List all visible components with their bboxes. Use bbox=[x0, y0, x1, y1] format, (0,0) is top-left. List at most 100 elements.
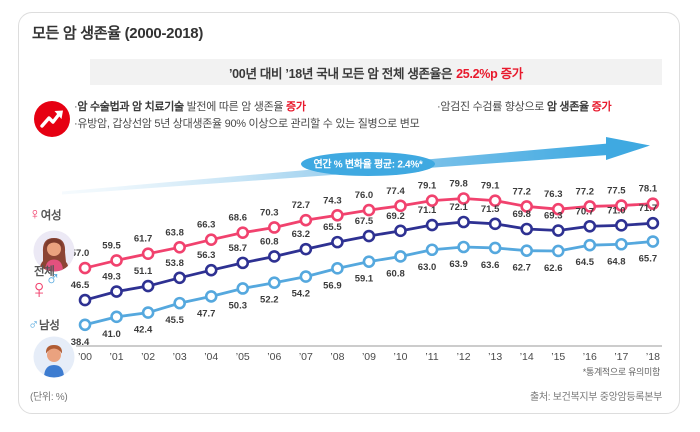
data-label-여성: 76.0 bbox=[355, 190, 374, 201]
data-label-여성: 63.8 bbox=[165, 227, 184, 238]
data-point-전체 bbox=[362, 229, 376, 243]
data-point-여성 bbox=[646, 197, 660, 210]
x-tick-label: ’14 bbox=[520, 351, 534, 363]
data-point-여성 bbox=[457, 192, 470, 205]
data-label-여성: 66.3 bbox=[197, 220, 216, 231]
data-point-여성 bbox=[362, 203, 376, 217]
statistical-footnote: *통계적으로 유의미함 bbox=[582, 367, 661, 377]
data-label-여성: 77.2 bbox=[576, 186, 595, 197]
data-label-여성: 57.0 bbox=[71, 248, 90, 259]
female-symbol-icon: ♀ bbox=[29, 206, 41, 223]
x-tick-label: ’10 bbox=[393, 351, 407, 363]
data-label-전체: 72.1 bbox=[449, 202, 468, 213]
data-label-전체: 69.2 bbox=[386, 211, 405, 222]
data-point-남성 bbox=[299, 270, 313, 283]
highlight-bullet-right: ·암검진 수검률 향상으로 암 생존율 증가 bbox=[437, 101, 612, 113]
data-point-남성 bbox=[110, 310, 123, 324]
data-point-남성 bbox=[78, 318, 92, 332]
data-point-남성 bbox=[141, 306, 155, 319]
data-point-전체 bbox=[173, 271, 186, 285]
x-tick-label: ’16 bbox=[583, 351, 597, 363]
x-tick-label: ’12 bbox=[457, 351, 471, 363]
data-point-여성 bbox=[204, 233, 218, 246]
data-label-전체: 49.3 bbox=[102, 272, 121, 283]
banner-text: ’00년 대비 ’18년 국내 모든 암 전체 생존율은 bbox=[228, 66, 453, 81]
data-point-전체 bbox=[110, 285, 123, 298]
data-point-남성 bbox=[362, 255, 376, 268]
data-label-여성: 68.6 bbox=[229, 213, 248, 224]
x-tick-label: ’05 bbox=[236, 351, 250, 363]
data-label-전체: 67.5 bbox=[355, 216, 374, 227]
bullet-1: ·암 수술법과 암 치료기술 발전에 따른 암 생존율 증가 bbox=[74, 101, 306, 113]
data-point-전체 bbox=[615, 219, 628, 232]
legend-total: 전체 bbox=[34, 263, 55, 279]
data-label-전체: 71.0 bbox=[607, 205, 626, 216]
data-point-남성 bbox=[394, 250, 407, 263]
data-label-전체: 56.3 bbox=[197, 250, 216, 261]
trend-up-icon bbox=[34, 101, 70, 137]
data-point-전체 bbox=[520, 222, 534, 236]
male-symbol-icon: ♂ bbox=[28, 316, 39, 333]
x-tick-label: ’18 bbox=[646, 351, 660, 363]
arrow-label-pill bbox=[301, 152, 435, 176]
data-point-남성 bbox=[331, 262, 344, 275]
data-label-남성: 59.1 bbox=[355, 274, 374, 285]
data-label-여성: 59.5 bbox=[102, 240, 121, 251]
male-symbol-icon: ♂ bbox=[45, 267, 61, 290]
x-tick-label: ’09 bbox=[362, 351, 376, 363]
data-point-여성 bbox=[78, 261, 92, 275]
x-tick-label: ’07 bbox=[299, 351, 313, 363]
data-label-전체: 60.8 bbox=[260, 236, 279, 247]
data-label-남성: 47.7 bbox=[197, 308, 216, 319]
data-label-남성: 62.7 bbox=[512, 263, 531, 274]
data-label-여성: 78.1 bbox=[639, 184, 658, 195]
male-avatar bbox=[33, 336, 75, 378]
x-tick-label: ’06 bbox=[267, 351, 281, 363]
data-point-여성 bbox=[141, 247, 155, 261]
x-tick-label: ’17 bbox=[614, 351, 628, 363]
data-label-여성: 72.7 bbox=[292, 200, 311, 211]
data-label-남성: 38.4 bbox=[71, 337, 90, 348]
legend-female-label: 여성 bbox=[40, 210, 62, 222]
x-tick-label: ’13 bbox=[488, 351, 502, 363]
data-label-남성: 42.4 bbox=[134, 325, 153, 336]
data-point-전체 bbox=[457, 215, 470, 229]
data-label-여성: 79.1 bbox=[418, 181, 437, 192]
data-label-여성: 70.3 bbox=[260, 207, 279, 218]
data-point-남성 bbox=[457, 240, 470, 254]
data-point-여성 bbox=[615, 199, 628, 212]
data-point-전체 bbox=[488, 217, 502, 231]
data-label-남성: 50.3 bbox=[229, 300, 248, 311]
data-point-전체 bbox=[583, 219, 597, 233]
data-label-남성: 45.5 bbox=[165, 315, 184, 326]
data-point-전체 bbox=[646, 216, 660, 230]
data-point-남성 bbox=[583, 238, 597, 252]
summary-banner: ’00년 대비 ’18년 국내 모든 암 전체 생존율은 25.2%p 증가 bbox=[90, 59, 662, 85]
data-point-남성 bbox=[425, 243, 439, 257]
data-label-여성: 61.7 bbox=[134, 234, 153, 245]
data-point-전체 bbox=[551, 224, 565, 237]
data-point-남성 bbox=[646, 235, 660, 248]
data-point-남성 bbox=[173, 296, 186, 310]
data-label-남성: 63.0 bbox=[418, 262, 437, 273]
x-tick-label: ’01 bbox=[110, 351, 124, 363]
data-label-남성: 60.8 bbox=[386, 268, 405, 279]
bullet-2: ·유방암, 갑상선암 5년 상대생존율 90% 이상으로 관리할 수 있는 질병… bbox=[74, 118, 420, 130]
data-label-여성: 76.3 bbox=[544, 189, 563, 200]
data-label-전체: 71.7 bbox=[639, 203, 658, 214]
combined-gender-icon: ♀ ♂ bbox=[29, 268, 69, 312]
data-point-여성 bbox=[394, 199, 407, 213]
data-label-남성: 64.5 bbox=[576, 257, 595, 268]
data-label-남성: 63.6 bbox=[481, 260, 500, 271]
data-label-남성: 56.9 bbox=[323, 280, 342, 291]
data-label-남성: 65.7 bbox=[639, 254, 658, 265]
data-label-전체: 53.8 bbox=[165, 258, 184, 269]
banner-highlight: 25.2%p 증가 bbox=[456, 66, 524, 81]
legend-male: ♂남성 bbox=[28, 316, 60, 333]
female-symbol-icon: ♀ bbox=[29, 274, 50, 304]
data-point-남성 bbox=[551, 244, 565, 258]
data-point-전체 bbox=[331, 235, 344, 249]
data-label-남성: 63.9 bbox=[449, 259, 468, 270]
data-label-남성: 41.0 bbox=[102, 329, 121, 340]
